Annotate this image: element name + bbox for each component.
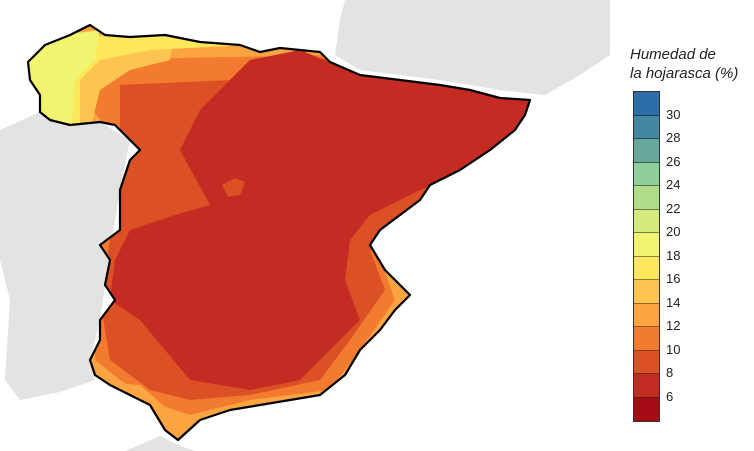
legend-band — [634, 186, 659, 210]
legend-band — [634, 280, 659, 304]
legend-band — [634, 162, 659, 186]
legend-band — [634, 256, 659, 280]
legend-tick-label: 6 — [666, 388, 674, 404]
legend-band — [634, 139, 659, 163]
france-land — [335, 0, 610, 95]
legend-title: Humedad de la hojarasca (%) — [630, 45, 738, 83]
legend-band — [634, 374, 659, 398]
legend-band — [634, 209, 659, 233]
zone-6-8 — [110, 50, 530, 390]
legend-tick-label: 18 — [666, 247, 681, 263]
legend-band — [634, 303, 659, 327]
legend-title-line2: la hojarasca (%) — [630, 65, 739, 82]
legend-band — [634, 397, 659, 421]
legend-title-line1: Humedad de — [630, 46, 716, 63]
legend-tick-label: 24 — [666, 177, 681, 192]
legend-color-bar — [633, 91, 660, 422]
legend-tick-label: 16 — [666, 271, 681, 286]
humidity-layers — [28, 25, 530, 440]
legend-tick-label: 26 — [666, 153, 681, 169]
humidity-map — [0, 0, 610, 451]
legend-tick-label: 28 — [666, 130, 681, 145]
portugal-land — [0, 112, 130, 400]
legend-tick-label: 20 — [666, 224, 681, 239]
legend-band — [634, 92, 659, 116]
legend-tick-label: 22 — [666, 200, 681, 216]
legend-tick-label: 14 — [666, 294, 681, 310]
legend-band — [634, 115, 659, 139]
legend-band — [634, 327, 659, 351]
africa-land — [125, 436, 195, 451]
legend-band — [634, 350, 659, 374]
legend-tick-label: 30 — [666, 106, 681, 122]
legend-tick-label: 10 — [666, 341, 681, 357]
zone-8-10-madrid — [222, 178, 245, 197]
neighbor-land — [0, 0, 610, 451]
legend-tick-label: 8 — [666, 365, 674, 380]
legend-tick-label: 12 — [666, 318, 681, 333]
legend-band — [634, 233, 659, 257]
